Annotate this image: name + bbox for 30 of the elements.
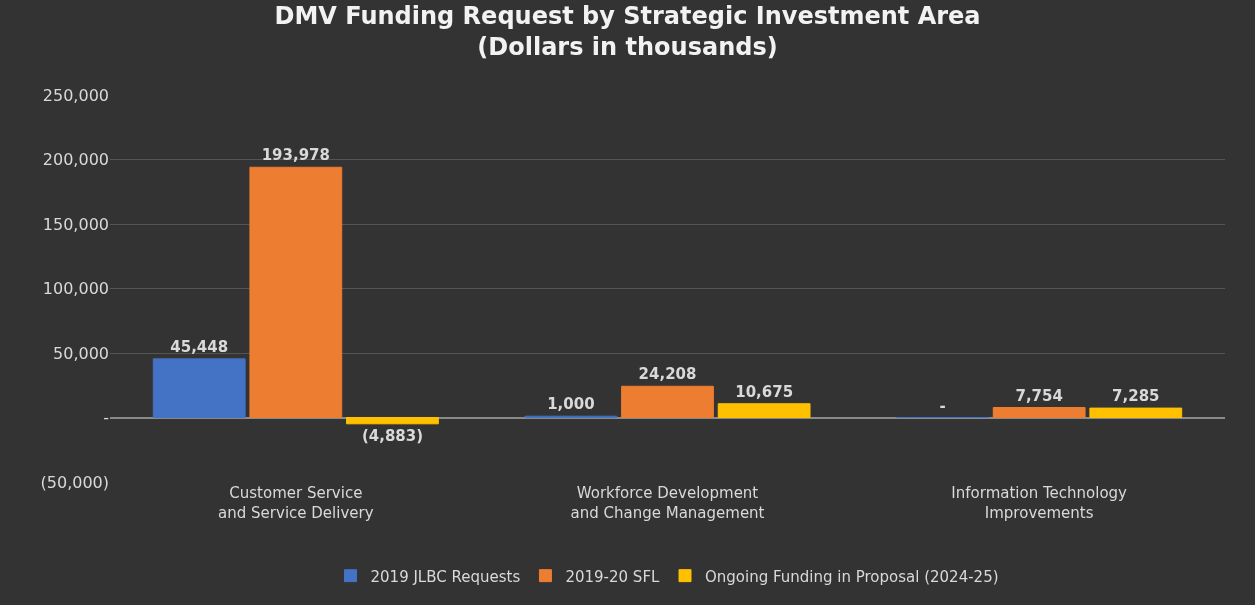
y-tick-label: 200,000 (42, 150, 109, 170)
legend-label: Ongoing Funding in Proposal (2024-25) (705, 567, 999, 586)
bar (1089, 407, 1183, 418)
bar (346, 417, 439, 425)
bar (152, 358, 246, 418)
bar (992, 407, 1086, 418)
chart-title: DMV Funding Request by Strategic Investment Area (Dollars in thousands) (274, 2, 981, 62)
y-tick-label: - (103, 408, 109, 428)
data-label: 193,978 (261, 146, 330, 165)
y-tick-label: 100,000 (42, 279, 109, 299)
y-tick-label: 150,000 (42, 214, 109, 234)
legend-label: 2019-20 SFL (565, 567, 661, 586)
y-tick-label: (50,000) (40, 472, 109, 492)
data-label: (4,883) (361, 426, 424, 445)
data-label: 24,208 (638, 365, 697, 384)
data-label: - (939, 396, 946, 415)
data-label: 10,675 (735, 382, 794, 401)
legend-label: 2019 JLBC Requests (370, 567, 521, 586)
y-tick-label: 250,000 (42, 85, 109, 105)
bar (621, 385, 714, 418)
x-tick-label: Customer Service and Service Delivery (218, 484, 374, 522)
data-label: 45,448 (170, 337, 229, 356)
x-tick-label: Information Technology Improvements (951, 484, 1128, 522)
bar (249, 166, 343, 418)
data-label: 7,754 (1015, 386, 1063, 405)
bar (717, 403, 811, 418)
y-tick-label: 50,000 (53, 343, 109, 363)
data-label: 7,285 (1112, 387, 1160, 406)
x-tick-label: Workforce Development and Change Management (570, 484, 765, 522)
data-label: 1,000 (547, 395, 595, 414)
